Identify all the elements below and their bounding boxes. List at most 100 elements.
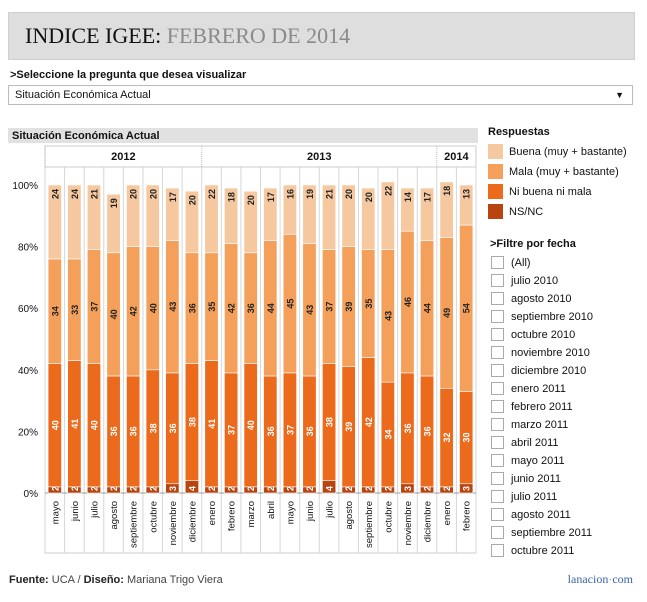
data-label: 40	[89, 420, 99, 430]
bar-segment	[341, 184, 356, 247]
filter-checkbox[interactable]	[491, 256, 504, 269]
legend-item-ni-buena-ni-mala[interactable]: Ni buena ni mala	[488, 184, 638, 203]
data-label: 22	[207, 189, 217, 199]
filter-item[interactable]: agosto 2011	[491, 508, 641, 526]
data-label: 40	[50, 420, 60, 430]
data-label: 2	[89, 486, 99, 491]
filter-checkbox[interactable]	[491, 328, 504, 341]
source-label: Fuente:	[9, 574, 49, 586]
filter-item[interactable]: (All)	[491, 256, 641, 274]
filter-checkbox[interactable]	[491, 310, 504, 323]
filter-checkbox[interactable]	[491, 454, 504, 467]
filter-checkbox[interactable]	[491, 292, 504, 305]
bar-segment	[145, 184, 160, 247]
data-label: 34	[383, 429, 393, 439]
x-tick-label: enero	[442, 501, 453, 525]
brand-logo[interactable]: lanacion·com	[568, 572, 633, 587]
x-tick-label: septiembre	[129, 501, 140, 548]
x-tick-label: marzo	[246, 501, 257, 527]
filter-item[interactable]: mayo 2011	[491, 454, 641, 472]
x-tick-label: septiembre	[364, 501, 375, 548]
brand-dot: ·	[608, 572, 613, 586]
data-label: 40	[109, 309, 119, 319]
x-tick-label: julio	[89, 501, 100, 519]
data-label: 21	[325, 189, 335, 199]
filter-label: agosto 2011	[511, 509, 571, 521]
bar-segment	[106, 193, 121, 254]
legend-item-mala[interactable]: Mala (muy + bastante)	[488, 164, 638, 183]
data-label: 38	[187, 417, 197, 427]
page-title: INDICE IGEE: FEBRERO DE 2014	[25, 23, 350, 49]
filter-checkbox[interactable]	[491, 526, 504, 539]
filter-item[interactable]: julio 2011	[491, 490, 641, 508]
question-selected: Situación Económica Actual	[15, 89, 151, 101]
filter-checkbox[interactable]	[491, 436, 504, 449]
filter-item[interactable]: agosto 2010	[491, 292, 641, 310]
filter-checkbox[interactable]	[491, 490, 504, 503]
filter-checkbox[interactable]	[491, 472, 504, 485]
x-tick-label: mayo	[50, 501, 61, 524]
legend-label: Buena (muy + bastante)	[509, 146, 627, 158]
bar-segment	[67, 184, 82, 260]
filter-checkbox[interactable]	[491, 400, 504, 413]
filter-item[interactable]: enero 2011	[491, 382, 641, 400]
data-label: 38	[325, 417, 335, 427]
data-label: 2	[109, 486, 119, 491]
filter-item[interactable]: julio 2010	[491, 274, 641, 292]
filter-item[interactable]: noviembre 2010	[491, 346, 641, 364]
data-label: 46	[403, 297, 413, 307]
data-label: 43	[383, 311, 393, 321]
filter-label: julio 2010	[511, 275, 559, 287]
filter-checkbox[interactable]	[491, 418, 504, 431]
filter-item[interactable]: abril 2011	[491, 436, 641, 454]
data-label: 36	[187, 303, 197, 313]
filter-checkbox[interactable]	[491, 382, 504, 395]
legend-label: NS/NC	[509, 206, 544, 218]
x-tick-label: junio	[305, 501, 316, 522]
filter-item[interactable]: febrero 2011	[491, 400, 641, 418]
filter-label: junio 2011	[511, 473, 561, 485]
source-value: UCA	[51, 574, 75, 586]
filter-checkbox[interactable]	[491, 274, 504, 287]
data-label: 2	[364, 486, 374, 491]
bar-segment	[243, 190, 258, 254]
bar-segment	[322, 184, 337, 250]
title-main: INDICE IGEE:	[25, 23, 162, 48]
brand-tld: com	[612, 572, 633, 586]
filter-label: septiembre 2011	[511, 527, 593, 539]
filter-item[interactable]: diciembre 2010	[491, 364, 641, 382]
data-label: 41	[70, 419, 80, 429]
data-label: 2	[305, 486, 315, 491]
dropdown-arrow-icon[interactable]: ▼	[615, 90, 624, 100]
data-label: 33	[70, 305, 80, 315]
x-tick-label: junio	[70, 501, 81, 522]
data-label: 36	[129, 426, 139, 436]
filter-label: enero 2011	[511, 383, 566, 395]
x-tick-label: diciembre	[423, 501, 434, 542]
data-label: 4	[187, 486, 197, 491]
question-select[interactable]: Situación Económica Actual ▼	[8, 85, 633, 105]
data-label: 2	[383, 486, 393, 491]
x-tick-label: enero	[207, 501, 218, 525]
data-label: 16	[285, 189, 295, 199]
filter-item[interactable]: octubre 2011	[491, 544, 641, 562]
bar-segment	[361, 187, 376, 250]
filter-checkbox[interactable]	[491, 364, 504, 377]
filter-checkbox[interactable]	[491, 508, 504, 521]
filter-item[interactable]: octubre 2010	[491, 328, 641, 346]
filter-checkbox[interactable]	[491, 544, 504, 557]
filter-checkbox[interactable]	[491, 346, 504, 359]
data-label: 2	[227, 486, 237, 491]
data-label: 3	[403, 486, 413, 491]
legend-item-buena[interactable]: Buena (muy + bastante)	[488, 144, 638, 163]
filter-item[interactable]: junio 2011	[491, 472, 641, 490]
data-label: 35	[207, 302, 217, 312]
bar-segment	[380, 181, 395, 250]
data-label: 35	[364, 299, 374, 309]
bar-segment	[224, 187, 239, 244]
filter-item[interactable]: marzo 2011	[491, 418, 641, 436]
data-label: 36	[423, 426, 433, 436]
filter-item[interactable]: septiembre 2011	[491, 526, 641, 544]
legend-item-nsnc[interactable]: NS/NC	[488, 204, 638, 223]
filter-item[interactable]: septiembre 2010	[491, 310, 641, 328]
